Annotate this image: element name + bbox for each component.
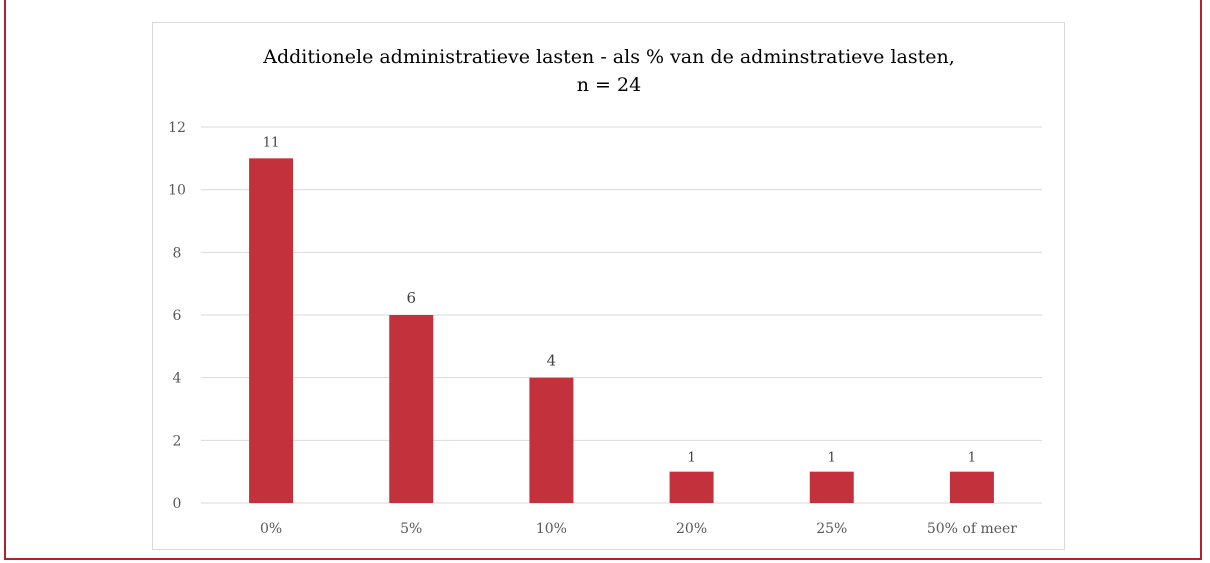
x-tick-label: 50% of meer [927,521,1017,537]
chart-container: Additionele administratieve lasten - als… [152,22,1065,550]
chart-title-line-1: Additionele administratieve lasten - als… [262,46,955,68]
x-tick-label: 0% [260,521,282,537]
y-tick-label: 4 [173,371,182,387]
data-label-2: 6 [406,289,416,307]
x-tick-label: 10% [536,521,567,537]
bar-2 [389,315,434,503]
chart-title-line-2: n = 24 [577,74,641,96]
data-label-1: 11 [263,135,280,150]
x-tick-label: 25% [816,521,847,537]
bar-4 [669,471,714,503]
y-tick-label: 10 [168,183,186,199]
y-tick-label: 8 [173,245,182,261]
data-label-5: 1 [828,451,836,466]
x-tick-label: 5% [400,521,422,537]
x-tick-label: 20% [676,521,707,537]
y-tick-label: 6 [173,308,182,324]
figure-frame [4,0,1202,560]
bar-chart: Additionele administratieve lasten - als… [168,46,1042,537]
bar-6 [949,471,994,503]
y-tick-label: 0 [173,496,182,512]
gridlines [201,126,1042,504]
data-label-6: 1 [968,451,976,466]
data-label-3: 4 [547,352,557,370]
y-tick-label: 12 [168,120,186,136]
x-axis-ticks: 0% 5% 10% 20% 25% 50% of meer [260,521,1017,537]
data-label-4: 1 [687,451,695,466]
bars [249,158,994,504]
y-tick-label: 2 [173,433,182,449]
y-axis-ticks: 0 2 4 6 8 10 12 [168,120,186,512]
bar-5 [809,471,854,503]
bar-3 [529,377,574,503]
bar-1 [249,158,294,504]
